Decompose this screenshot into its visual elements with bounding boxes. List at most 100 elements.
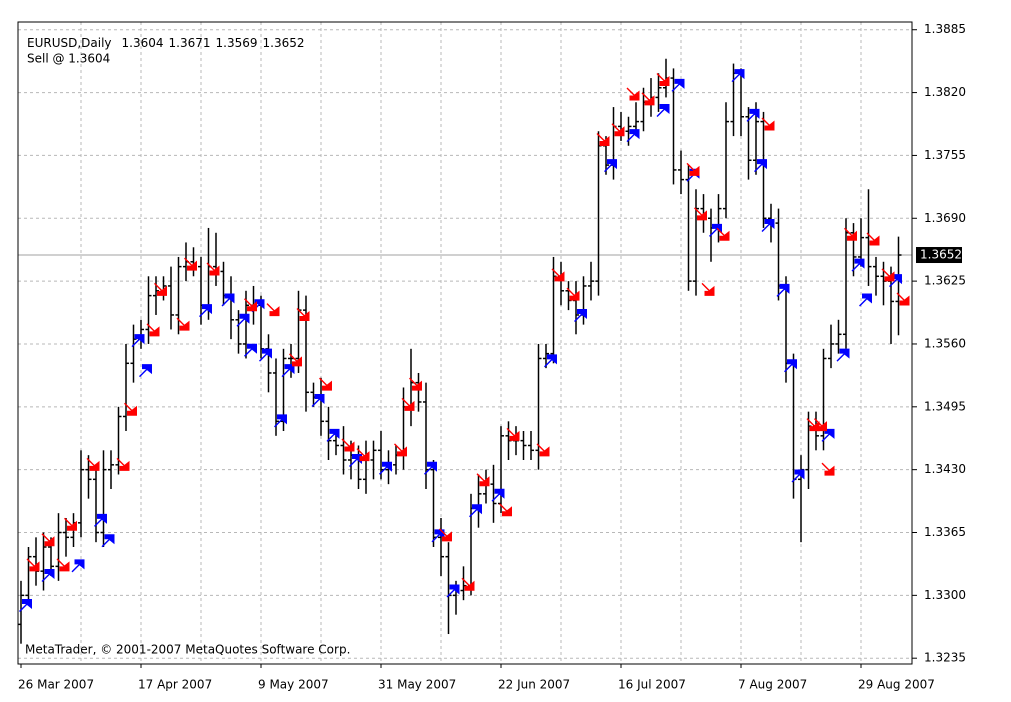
grid <box>18 22 912 664</box>
sell-arrow <box>881 265 895 282</box>
buy-arrow <box>709 223 722 240</box>
sell-arrow <box>536 440 550 457</box>
buy-arrow <box>574 308 587 325</box>
x-tick-label: 29 Aug 2007 <box>858 678 935 692</box>
buy-arrow <box>761 219 775 236</box>
buy-arrow <box>221 293 235 310</box>
sell-arrow <box>814 415 827 432</box>
buy-arrow <box>379 461 392 478</box>
buy-arrow <box>836 348 850 365</box>
sell-arrow <box>694 204 707 221</box>
sell-arrow <box>409 374 422 391</box>
sell-arrow <box>176 314 190 331</box>
chart-title: EURUSD,Daily <box>27 36 112 50</box>
sell-arrow <box>701 279 715 296</box>
plot-frame <box>17 21 913 665</box>
sell-arrow <box>716 224 730 241</box>
y-tick-label: 1.3820 <box>924 85 966 99</box>
x-tick-label: 31 May 2007 <box>378 678 456 692</box>
buy-arrow <box>746 108 760 125</box>
sell-arrow <box>866 229 880 246</box>
y-tick-label: 1.3690 <box>924 211 966 225</box>
sell-arrow <box>41 530 55 547</box>
sell-arrow <box>356 445 370 462</box>
y-tick-label: 1.3885 <box>924 22 966 36</box>
x-tick-label: 16 Jul 2007 <box>618 678 686 692</box>
sell-arrow <box>551 265 565 282</box>
sell-arrow <box>806 415 820 432</box>
buy-arrow <box>626 129 640 146</box>
buy-arrow <box>431 529 445 546</box>
x-tick-label: 22 Jun 2007 <box>498 678 570 692</box>
buy-arrow <box>259 348 272 365</box>
sell-arrow <box>611 120 625 137</box>
buy-arrow <box>731 69 745 86</box>
buy-arrow <box>604 159 617 176</box>
x-tick-label: 7 Aug 2007 <box>738 678 807 692</box>
buy-arrow <box>656 103 670 120</box>
sell-arrow <box>56 555 70 572</box>
buy-arrow <box>326 428 340 445</box>
sell-arrow <box>506 424 520 441</box>
marks <box>18 58 910 644</box>
y-tick-label: 1.3300 <box>924 588 966 602</box>
buy-arrow <box>19 599 32 616</box>
sell-arrow <box>626 84 640 101</box>
buy-arrow <box>776 283 790 300</box>
buy-arrow <box>131 334 145 351</box>
sell-arrow <box>394 440 407 457</box>
sell-arrow <box>26 555 40 572</box>
current-price-label: 1.3652 <box>920 248 962 262</box>
sell-arrow <box>86 454 100 471</box>
sell-arrow <box>439 525 452 542</box>
x-tick-label: 9 May 2007 <box>258 678 329 692</box>
header-open: 1.3604 <box>122 36 164 50</box>
buy-arrow <box>101 534 115 551</box>
sell-arrow <box>244 295 257 312</box>
header-high: 1.3671 <box>169 36 211 50</box>
sell-arrow <box>154 279 167 296</box>
sell-arrow <box>499 500 512 517</box>
buy-arrow <box>784 359 797 376</box>
buy-arrow <box>671 78 685 95</box>
y-tick-label: 1.3365 <box>924 525 966 539</box>
header-close: 1.3652 <box>263 36 305 50</box>
sell-arrow <box>289 350 302 367</box>
buy-arrow <box>859 293 872 310</box>
buy-arrow <box>754 159 767 176</box>
footer: MetaTrader, © 2001-2007 MetaQuotes Softw… <box>25 643 350 657</box>
sell-arrow <box>296 304 310 321</box>
buy-arrow <box>244 343 257 360</box>
buy-arrow <box>349 453 362 470</box>
buy-arrow <box>544 354 557 371</box>
sell-arrow <box>761 114 775 131</box>
sell-arrow <box>461 574 475 591</box>
sell-arrow <box>146 320 160 337</box>
sell-arrow <box>896 289 910 306</box>
sell-arrow <box>64 514 77 531</box>
sell-arrow <box>844 224 857 241</box>
header-low: 1.3569 <box>216 36 258 50</box>
sell-arrow <box>476 470 490 487</box>
buy-arrow <box>311 394 325 411</box>
x-tick-label: 17 Apr 2007 <box>138 678 212 692</box>
buy-arrow <box>274 414 287 431</box>
buy-arrow <box>491 488 505 505</box>
buy-arrow <box>281 364 295 381</box>
sell-arrow <box>184 254 197 271</box>
sell-arrow <box>686 159 700 176</box>
x-tick-label: 26 Mar 2007 <box>18 678 94 692</box>
y-tick-label: 1.3755 <box>924 148 966 162</box>
current-price-box <box>916 247 962 264</box>
y-tick-label: 1.3625 <box>924 274 966 288</box>
buy-arrow <box>139 364 152 381</box>
sell-arrow <box>821 459 835 476</box>
sell-arrow <box>319 374 332 391</box>
y-tick-label: 1.3495 <box>924 399 966 413</box>
sell-arrow <box>116 454 130 471</box>
sell-arrow <box>641 89 655 106</box>
sell-arrow <box>566 284 580 301</box>
chart-header: EURUSD,Daily 1.3604 1.3671 1.3569 1.3652 <box>27 36 305 50</box>
buy-arrow <box>446 584 460 601</box>
chart-subtitle: Sell @ 1.3604 <box>27 52 110 66</box>
